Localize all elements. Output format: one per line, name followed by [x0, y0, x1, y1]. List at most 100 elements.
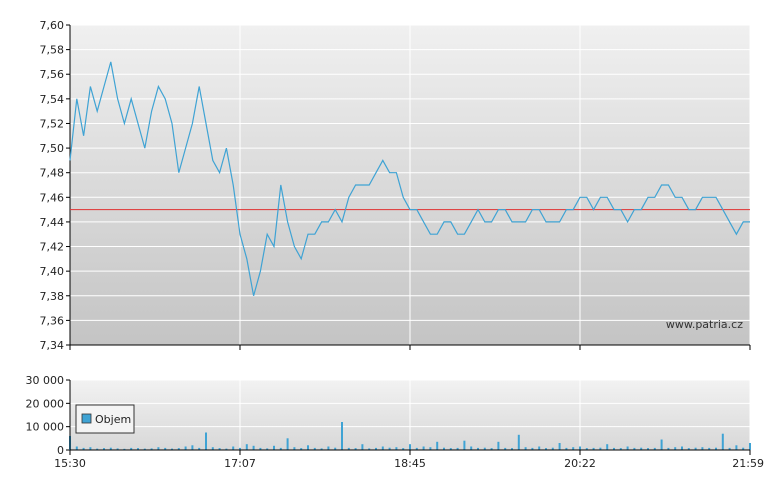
- volume-bar: [504, 447, 507, 450]
- volume-bar: [551, 447, 554, 450]
- volume-bar: [565, 447, 568, 450]
- volume-bar: [259, 447, 262, 450]
- volume-bar: [742, 447, 745, 450]
- volume-bar: [477, 447, 479, 450]
- volume-bar: [538, 446, 541, 450]
- x-tick-label: 20:22: [564, 457, 596, 470]
- price-y-tick-label: 7,58: [40, 44, 65, 57]
- volume-bar: [177, 448, 180, 450]
- volume-bar: [592, 447, 595, 450]
- volume-bar: [375, 447, 377, 450]
- legend-label: Objem: [95, 413, 131, 426]
- volume-bar: [191, 445, 194, 450]
- price-series-line: [69, 61, 750, 296]
- volume-bar: [470, 446, 473, 450]
- price-y-tick-label: 7,52: [40, 117, 65, 130]
- volume-bar: [137, 448, 139, 450]
- price-panel: 7,60 7,58 7,56 7,54 7,52 7,50 7,48 7,46 7,44 7,42…: [40, 19, 751, 352]
- volume-bar: [368, 448, 371, 450]
- price-y-tick-label: 7,46: [40, 191, 65, 204]
- volume-bar: [606, 444, 609, 450]
- volume-bar: [517, 434, 520, 450]
- volume-bar: [626, 446, 629, 450]
- price-y-axis: 7,60 7,58 7,56 7,54 7,52 7,50 7,48 7,46 7,44 7,42…: [40, 19, 70, 352]
- volume-bar: [89, 447, 92, 450]
- volume-bar: [640, 447, 643, 450]
- x-tick-label: 15:30: [54, 457, 86, 470]
- volume-bar: [300, 448, 303, 450]
- volume-bar: [694, 447, 697, 450]
- volume-bar: [293, 447, 296, 450]
- volume-bar: [239, 447, 241, 450]
- volume-bar: [619, 448, 622, 450]
- volume-bar: [211, 447, 214, 450]
- volume-bar: [143, 448, 146, 450]
- volume-bar: [633, 447, 636, 450]
- volume-bar: [75, 446, 78, 450]
- volume-bar: [266, 448, 269, 450]
- volume-bar: [681, 446, 683, 450]
- volume-bar: [320, 448, 323, 450]
- volume-bar: [252, 445, 255, 450]
- price-y-tick-label: 7,48: [40, 167, 65, 180]
- volume-bar: [701, 447, 704, 450]
- price-gridlines: [70, 24, 751, 345]
- volume-bars: [69, 422, 751, 450]
- price-y-tick-label: 7,50: [40, 142, 65, 155]
- volume-bar: [422, 446, 425, 450]
- volume-legend: Objem: [75, 404, 135, 434]
- volume-bar: [130, 447, 133, 450]
- volume-bar: [687, 448, 690, 450]
- volume-bar: [103, 448, 105, 450]
- volume-y-axis: 30 000 20 000 10 000 0: [26, 374, 70, 457]
- watermark: www.patria.cz: [666, 318, 743, 331]
- volume-bar: [721, 433, 724, 450]
- x-tick-label: 21:59: [732, 457, 764, 470]
- volume-bar: [674, 447, 677, 450]
- volume-bar: [497, 441, 500, 450]
- volume-bar: [96, 448, 99, 450]
- volume-bar: [205, 432, 207, 450]
- volume-bar: [164, 447, 167, 450]
- volume-bar: [361, 444, 364, 450]
- volume-bar: [735, 445, 738, 450]
- volume-bar: [354, 448, 357, 450]
- volume-bar: [409, 444, 411, 450]
- volume-bar: [524, 447, 527, 450]
- volume-bar: [572, 447, 575, 450]
- volume-bar: [415, 447, 418, 450]
- volume-bar: [225, 448, 228, 450]
- volume-bar: [653, 447, 656, 450]
- volume-bar: [341, 422, 343, 450]
- volume-bar: [150, 448, 153, 450]
- volume-bar: [273, 445, 275, 450]
- price-y-tick-label: 7,36: [40, 314, 65, 327]
- price-y-tick-label: 7,40: [40, 265, 65, 278]
- volume-bar: [456, 447, 459, 450]
- volume-bar: [613, 447, 615, 450]
- volume-bar: [511, 448, 513, 450]
- legend-swatch: [81, 413, 92, 424]
- volume-bar: [647, 448, 649, 450]
- volume-bar: [667, 447, 670, 450]
- volume-bar: [429, 447, 432, 450]
- volume-bar: [184, 446, 187, 450]
- volume-bar: [123, 448, 126, 450]
- price-y-tick-label: 7,60: [40, 19, 65, 32]
- price-x-ticks: [69, 345, 751, 350]
- volume-bar: [157, 447, 160, 450]
- volume-bar: [463, 440, 466, 450]
- price-y-tick-label: 7,42: [40, 241, 65, 254]
- price-y-tick-label: 7,38: [40, 290, 65, 303]
- volume-y-tick-label: 30 000: [26, 374, 65, 387]
- volume-bar: [381, 446, 384, 450]
- volume-bar: [449, 448, 452, 450]
- volume-bar: [599, 447, 602, 450]
- volume-bar: [334, 447, 337, 450]
- volume-bar: [531, 447, 534, 450]
- volume-bar: [218, 448, 221, 450]
- volume-x-axis: 15:30 17:07 18:45 20:22 21:59: [54, 450, 764, 470]
- volume-bar: [171, 448, 173, 450]
- volume-bar: [82, 447, 85, 450]
